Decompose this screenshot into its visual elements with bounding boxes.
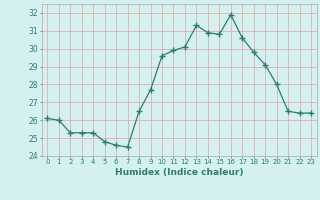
X-axis label: Humidex (Indice chaleur): Humidex (Indice chaleur) <box>115 168 244 177</box>
